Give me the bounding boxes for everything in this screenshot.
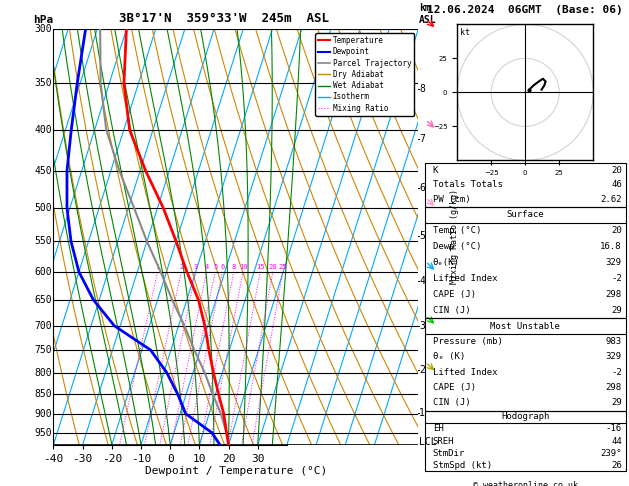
Text: PW (cm): PW (cm): [433, 195, 470, 204]
Text: 300: 300: [34, 24, 52, 34]
Text: 500: 500: [34, 203, 52, 213]
Text: 44: 44: [611, 436, 622, 446]
Text: 700: 700: [34, 321, 52, 331]
Text: 20: 20: [611, 226, 622, 235]
Text: -2: -2: [611, 274, 622, 283]
Legend: Temperature, Dewpoint, Parcel Trajectory, Dry Adiabat, Wet Adiabat, Isotherm, Mi: Temperature, Dewpoint, Parcel Trajectory…: [315, 33, 415, 116]
Text: -2: -2: [611, 368, 622, 377]
Text: 8: 8: [419, 84, 425, 94]
Text: 750: 750: [34, 345, 52, 355]
Text: 600: 600: [34, 267, 52, 277]
Text: 950: 950: [34, 428, 52, 438]
X-axis label: Dewpoint / Temperature (°C): Dewpoint / Temperature (°C): [145, 467, 327, 476]
Text: 1: 1: [155, 264, 160, 270]
Bar: [425, 207, 626, 318]
Text: km
ASL: km ASL: [419, 3, 437, 25]
Text: 3: 3: [194, 264, 198, 270]
Text: 6: 6: [220, 264, 225, 270]
Text: Hodograph: Hodograph: [501, 412, 549, 421]
Text: kt: kt: [460, 28, 470, 37]
Text: CIN (J): CIN (J): [433, 399, 470, 407]
Text: 298: 298: [606, 383, 622, 392]
Text: θₑ (K): θₑ (K): [433, 352, 465, 361]
Text: 2.62: 2.62: [600, 195, 622, 204]
Text: 3: 3: [419, 321, 425, 331]
Text: 6: 6: [419, 183, 425, 193]
Text: 550: 550: [34, 236, 52, 246]
Text: CIN (J): CIN (J): [433, 306, 470, 315]
Text: 25: 25: [279, 264, 287, 270]
Text: Lifted Index: Lifted Index: [433, 274, 497, 283]
Bar: [425, 411, 626, 471]
Text: 350: 350: [34, 78, 52, 88]
Text: 5: 5: [213, 264, 217, 270]
Text: CAPE (J): CAPE (J): [433, 290, 476, 299]
Text: 4: 4: [204, 264, 209, 270]
Text: 5: 5: [419, 230, 425, 241]
Text: 3B°17'N  359°33'W  245m  ASL: 3B°17'N 359°33'W 245m ASL: [119, 12, 329, 25]
Text: Pressure (mb): Pressure (mb): [433, 337, 503, 346]
Text: Totals Totals: Totals Totals: [433, 180, 503, 189]
Text: Most Unstable: Most Unstable: [490, 322, 560, 330]
Text: 650: 650: [34, 295, 52, 305]
Text: StmDir: StmDir: [433, 449, 465, 458]
Text: LCL: LCL: [419, 437, 437, 447]
Text: © weatheronline.co.uk: © weatheronline.co.uk: [473, 481, 577, 486]
Text: 450: 450: [34, 166, 52, 176]
Text: CAPE (J): CAPE (J): [433, 383, 476, 392]
Text: 20: 20: [611, 166, 622, 174]
Text: Surface: Surface: [506, 210, 544, 219]
Text: EH: EH: [433, 424, 443, 434]
Text: 400: 400: [34, 125, 52, 135]
Bar: [425, 163, 626, 207]
Text: 850: 850: [34, 389, 52, 399]
Text: 2: 2: [179, 264, 183, 270]
Text: -16: -16: [606, 424, 622, 434]
Text: 983: 983: [606, 337, 622, 346]
Text: hPa: hPa: [33, 15, 53, 25]
Text: 7: 7: [419, 134, 425, 143]
Text: 8: 8: [231, 264, 236, 270]
Text: 2: 2: [419, 365, 425, 375]
Text: 29: 29: [611, 306, 622, 315]
Text: 12.06.2024  06GMT  (Base: 06): 12.06.2024 06GMT (Base: 06): [427, 5, 623, 15]
Text: 16.8: 16.8: [600, 242, 622, 251]
Text: 800: 800: [34, 367, 52, 378]
Text: 1: 1: [419, 408, 425, 418]
Text: 4: 4: [419, 276, 425, 286]
Text: Mixing Ratio (g/kg): Mixing Ratio (g/kg): [450, 190, 459, 284]
Text: Temp (°C): Temp (°C): [433, 226, 481, 235]
Text: 298: 298: [606, 290, 622, 299]
Text: SREH: SREH: [433, 436, 454, 446]
Bar: [425, 318, 626, 411]
Text: 10: 10: [239, 264, 247, 270]
Text: StmSpd (kt): StmSpd (kt): [433, 461, 492, 470]
Text: 329: 329: [606, 352, 622, 361]
Text: 46: 46: [611, 180, 622, 189]
Text: 329: 329: [606, 258, 622, 267]
Text: Lifted Index: Lifted Index: [433, 368, 497, 377]
Text: 29: 29: [611, 399, 622, 407]
Text: 239°: 239°: [600, 449, 622, 458]
Text: K: K: [433, 166, 438, 174]
Text: 26: 26: [611, 461, 622, 470]
Text: θₑ(K): θₑ(K): [433, 258, 460, 267]
Text: 900: 900: [34, 409, 52, 419]
Text: 15: 15: [256, 264, 264, 270]
Text: Dewp (°C): Dewp (°C): [433, 242, 481, 251]
Text: 20: 20: [269, 264, 277, 270]
